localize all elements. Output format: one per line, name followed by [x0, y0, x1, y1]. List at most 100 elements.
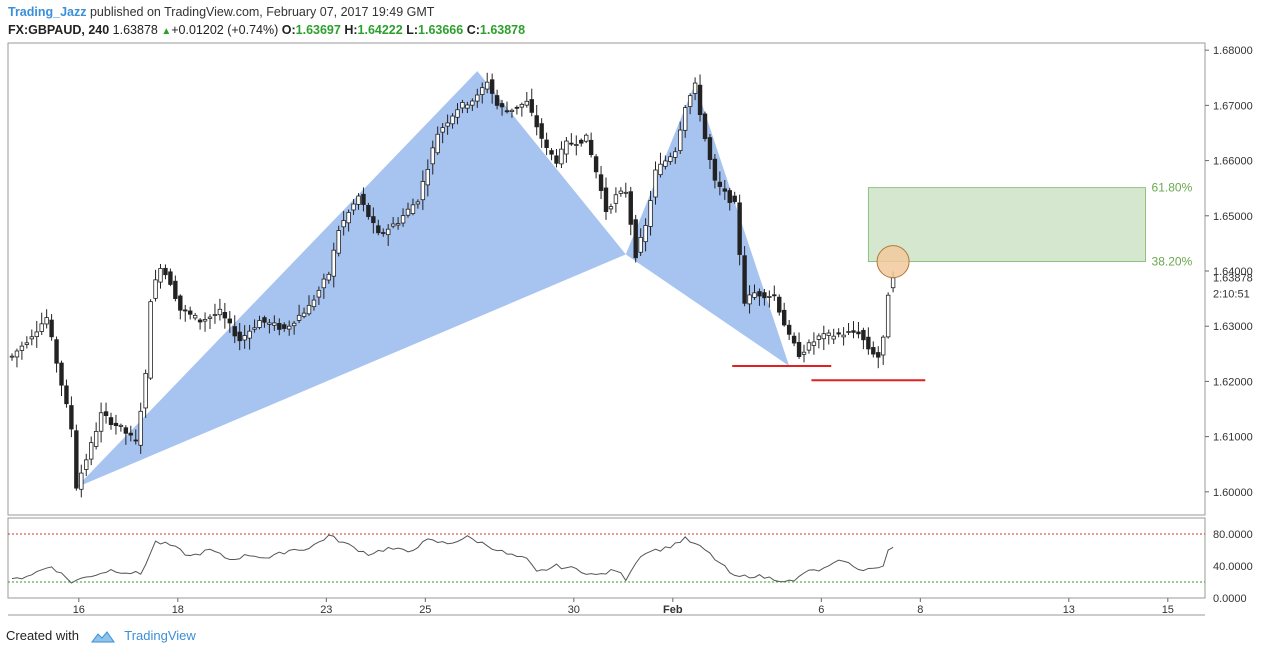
low-label: L:: [406, 23, 419, 37]
candle-body: [663, 160, 668, 167]
candle-body: [653, 169, 658, 198]
x-tick-label: 8: [917, 604, 923, 616]
candle-body: [9, 355, 15, 358]
candle-body: [791, 335, 797, 344]
candle-body: [128, 432, 133, 436]
low-value: 1.63666: [418, 23, 464, 37]
candle-body: [638, 237, 643, 253]
candle-body: [24, 342, 30, 345]
candle-body: [465, 104, 470, 109]
candle-body: [702, 113, 708, 140]
candle-body: [618, 190, 624, 194]
close-value: 1.63878: [479, 23, 526, 37]
candle-body: [796, 341, 802, 357]
candle-body: [890, 277, 896, 289]
candle-body: [356, 195, 361, 205]
candle-body: [286, 325, 292, 330]
candle-body: [202, 319, 208, 322]
y-tick-label: 1.61000: [1213, 432, 1253, 444]
candle-body: [311, 299, 317, 308]
candle-body: [331, 249, 336, 277]
candle-body: [885, 294, 891, 338]
y-tick-label: 1.66000: [1213, 156, 1253, 168]
candle-body: [207, 316, 213, 319]
candle-body: [450, 115, 455, 125]
candle-body: [678, 129, 683, 152]
y-tick-label: 1.67000: [1213, 100, 1253, 112]
candle-body: [252, 327, 257, 330]
candle-body: [59, 362, 64, 386]
candle-body: [336, 230, 341, 254]
candle-body: [499, 103, 505, 108]
candle-body: [727, 190, 732, 203]
candle-body: [272, 322, 277, 326]
published-text: published on TradingView.com, February 0…: [89, 5, 435, 19]
candle-body: [282, 324, 287, 329]
candle-body: [782, 309, 787, 326]
x-tick-label: 18: [172, 604, 184, 616]
candle-body: [881, 336, 886, 356]
candle-body: [183, 309, 188, 312]
candle-body: [866, 336, 871, 350]
tradingview-link[interactable]: TradingView: [124, 628, 196, 643]
author-link[interactable]: Trading_Jazz: [8, 5, 87, 19]
candle-body: [658, 163, 663, 176]
entry-marker: [876, 245, 910, 279]
candle-body: [410, 204, 416, 214]
candle-body: [549, 150, 554, 155]
candle-body: [767, 296, 772, 298]
candle-body: [584, 134, 589, 142]
candle-body: [579, 139, 584, 144]
candle-body: [504, 110, 510, 113]
candle-body: [400, 215, 406, 224]
candles-group: [9, 72, 896, 498]
candle-body: [341, 220, 346, 228]
candle-body: [64, 385, 69, 405]
high-value: 1.64222: [357, 23, 403, 37]
candle-body: [267, 322, 272, 325]
candle-body: [316, 289, 322, 298]
x-tick-label: 30: [568, 604, 580, 616]
close-label: C:: [466, 23, 480, 37]
candle-body: [707, 137, 713, 160]
candle-body: [603, 187, 609, 212]
candle-body: [143, 373, 148, 409]
candle-body: [69, 405, 74, 430]
candle-body: [564, 140, 569, 155]
candle-body: [445, 122, 450, 127]
x-tick-label: 23: [320, 604, 332, 616]
candle-body: [291, 322, 297, 327]
candle-body: [425, 168, 430, 186]
candle-body: [643, 225, 648, 243]
candle-body: [712, 158, 718, 181]
candle-body: [435, 133, 440, 154]
candle-body: [34, 331, 39, 338]
candle-body: [103, 411, 109, 416]
candle-body: [98, 412, 104, 432]
candle-body: [801, 351, 807, 355]
candle-body: [192, 314, 198, 319]
candle-body: [415, 201, 421, 205]
y-tick-label: 1.62000: [1213, 376, 1253, 388]
candle-body: [470, 100, 475, 106]
candle-body: [326, 273, 331, 281]
candle-body: [683, 107, 688, 131]
candle-body: [217, 308, 223, 316]
candle-body: [113, 422, 119, 426]
candle-body: [405, 208, 411, 216]
candle-body: [197, 319, 203, 323]
price-pane: [7, 42, 1206, 516]
candle-body: [54, 339, 59, 364]
x-tick-label: 13: [1063, 604, 1075, 616]
candle-body: [559, 148, 564, 165]
candle-body: [257, 320, 262, 328]
candle-body: [277, 323, 282, 330]
candle-body: [480, 87, 485, 95]
footer: Created with TradingView: [6, 626, 196, 646]
candle-body: [841, 334, 846, 338]
candle-body: [856, 331, 861, 335]
candle-body: [351, 203, 356, 211]
x-tick-label: 25: [419, 604, 431, 616]
candle-body: [430, 147, 435, 165]
